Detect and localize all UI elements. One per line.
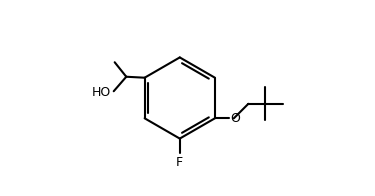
Text: HO: HO [92, 86, 111, 99]
Text: F: F [176, 156, 183, 169]
Text: O: O [230, 112, 240, 125]
